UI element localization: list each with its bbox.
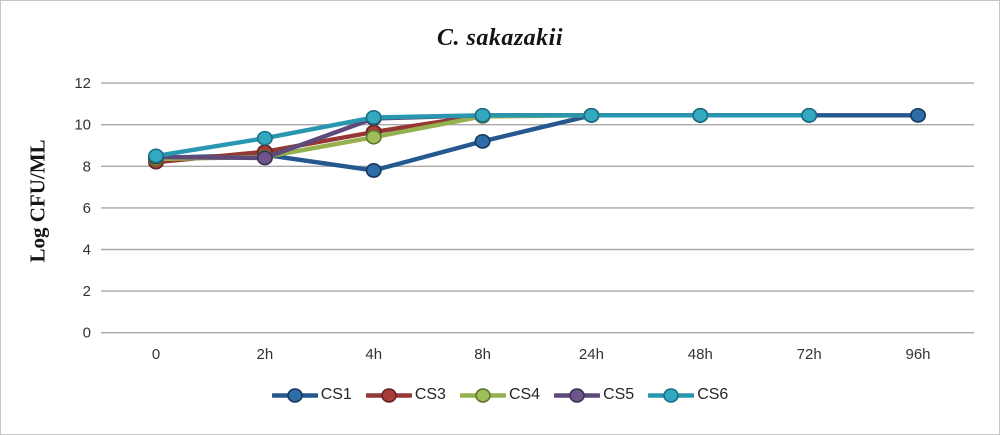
y-tick-label-0: 0 — [83, 325, 91, 342]
legend-item-CS4: CS4 — [459, 386, 541, 404]
data-point-CS4 — [365, 129, 382, 145]
y-tick-label-6: 6 — [83, 200, 91, 217]
x-tick-label-96h: 96h — [906, 346, 931, 363]
legend-label-CS6: CS6 — [697, 386, 729, 403]
y-tick-label-12: 12 — [74, 75, 91, 92]
y-tick-label-2: 2 — [83, 283, 91, 300]
data-point-CS6 — [801, 107, 818, 123]
x-tick-label-2h: 2h — [257, 346, 274, 363]
legend-swatch-CS3 — [365, 387, 412, 403]
data-point-CS1 — [365, 163, 382, 178]
x-tick-label-8h: 8h — [474, 346, 491, 363]
legend-marker-CS4 — [475, 387, 491, 403]
y-tick-label-8: 8 — [83, 158, 91, 175]
legend-marker-CS6 — [663, 387, 679, 403]
legend-label-CS1: CS1 — [320, 386, 352, 403]
legend-item-CS1: CS1 — [271, 386, 352, 404]
y-tick-label-4: 4 — [83, 242, 91, 259]
x-tick-label-72h: 72h — [797, 346, 822, 363]
x-tick-label-4h: 4h — [365, 346, 382, 363]
legend-marker-CS3 — [381, 387, 397, 403]
legend-swatch-CS6 — [648, 387, 695, 403]
legend-label-CS3: CS3 — [414, 386, 446, 403]
data-point-CS1 — [474, 133, 491, 149]
x-tick-label-0: 0 — [152, 346, 160, 363]
x-tick-label-48h: 48h — [688, 346, 713, 363]
legend-item-CS6: CS6 — [648, 386, 728, 404]
legend: CS1 CS3 CS4 CS5 CS6 — [1, 386, 999, 404]
data-point-CS6 — [583, 107, 600, 123]
legend-label-CS5: CS5 — [603, 386, 635, 403]
data-point-CS6 — [474, 107, 491, 123]
data-point-CS1 — [910, 107, 927, 123]
legend-item-CS3: CS3 — [365, 386, 446, 404]
x-tick-label-24h: 24h — [579, 346, 604, 363]
legend-marker-CS5 — [569, 387, 585, 403]
legend-swatch-CS4 — [459, 387, 506, 403]
y-tick-label-10: 10 — [74, 117, 91, 134]
legend-label-CS4: CS4 — [508, 386, 541, 403]
data-point-CS6 — [148, 148, 165, 164]
data-point-CS6 — [256, 130, 273, 146]
legend-item-CS5: CS5 — [554, 386, 634, 404]
data-point-CS6 — [365, 110, 382, 125]
legend-swatch-CS5 — [554, 387, 601, 403]
data-point-CS6 — [692, 107, 709, 123]
chart-title: C. sakazakii — [436, 25, 564, 51]
legend-marker-CS1 — [286, 387, 303, 403]
legend-swatch-CS1 — [271, 387, 318, 403]
data-point-CS5 — [256, 150, 273, 166]
